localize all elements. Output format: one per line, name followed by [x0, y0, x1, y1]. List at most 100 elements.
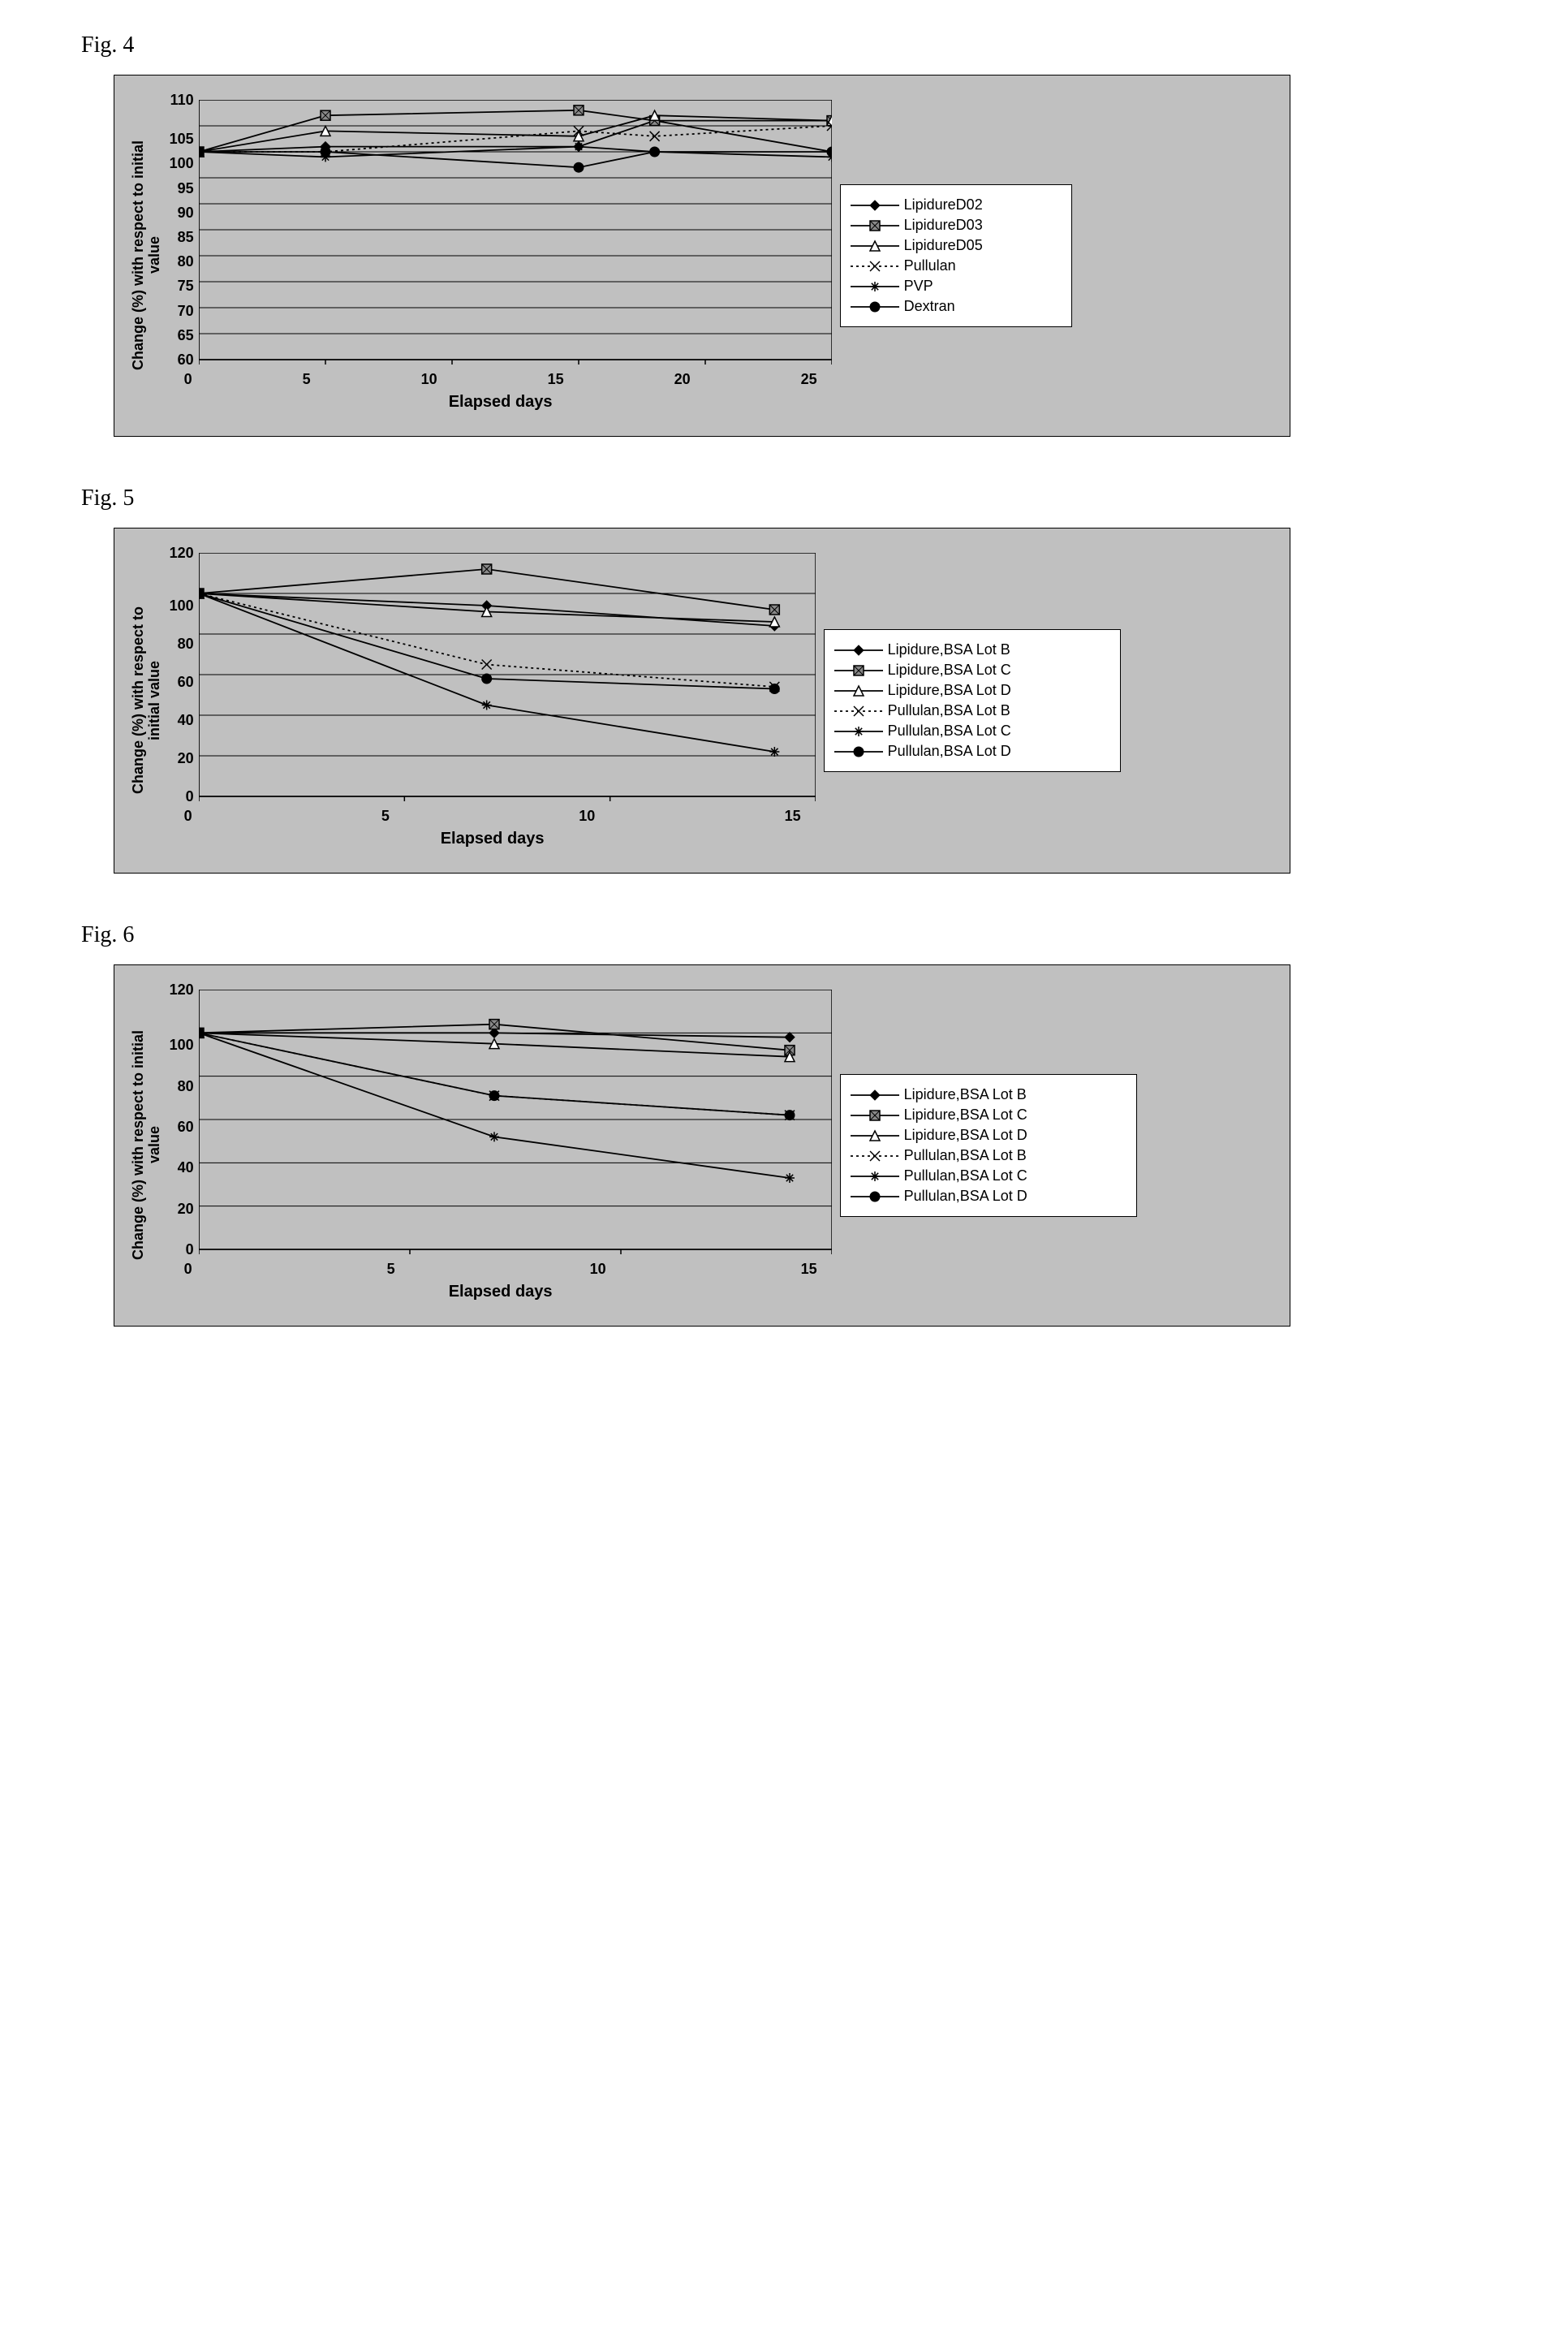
legend-label: LipidureD02	[904, 196, 983, 214]
y-tick-label: 80	[178, 254, 194, 269]
y-tick-label: 100	[170, 1038, 194, 1052]
y-tick-label: 40	[178, 1160, 194, 1175]
x-tick-label: 5	[303, 371, 311, 388]
legend-item: Pullulan,BSA Lot D	[851, 1188, 1126, 1205]
legend-swatch	[851, 259, 899, 274]
y-tick-label: 20	[178, 751, 194, 766]
y-tick-label: 70	[178, 304, 194, 318]
chart-area: Change (%) with respect toinitial value …	[131, 553, 816, 848]
legend-item: LipidureD02	[851, 196, 1062, 214]
legend-item: Dextran	[851, 298, 1062, 315]
chart-panel: Change (%) with respect toinitial value …	[114, 528, 1290, 874]
y-tick-label: 60	[178, 1120, 194, 1134]
x-tick-label: 10	[590, 1261, 606, 1278]
legend-swatch	[834, 724, 883, 739]
x-tick-label: 15	[785, 808, 801, 825]
figure: Fig. 4 Change (%) with respect to initia…	[32, 32, 1536, 437]
y-tick-label: 120	[170, 982, 194, 997]
x-tick-label: 15	[801, 1261, 817, 1278]
chart-plot	[199, 990, 832, 1256]
legend-item: Pullulan	[851, 257, 1062, 274]
legend-item: PVP	[851, 278, 1062, 295]
legend-item: Pullulan,BSA Lot C	[851, 1167, 1126, 1184]
y-tick-label: 80	[178, 636, 194, 651]
legend-swatch	[834, 643, 883, 658]
legend-label: Pullulan,BSA Lot B	[888, 702, 1010, 719]
legend-swatch	[834, 704, 883, 718]
y-tick-label: 110	[170, 93, 194, 107]
legend-item: LipidureD05	[851, 237, 1062, 254]
x-tick-label: 10	[579, 808, 595, 825]
y-tick-label: 40	[178, 713, 194, 727]
y-tick-label: 60	[178, 352, 194, 367]
x-ticks: 0 5 10 15	[184, 1256, 817, 1278]
x-tick-label: 0	[184, 808, 192, 825]
legend-label: LipidureD03	[904, 217, 983, 234]
x-tick-label: 0	[184, 371, 192, 388]
legend-label: Pullulan,BSA Lot C	[904, 1167, 1027, 1184]
legend-swatch	[851, 1128, 899, 1143]
y-tick-label: 90	[178, 205, 194, 220]
legend-label: Dextran	[904, 298, 955, 315]
y-axis-label: Change (%) with respect toinitial value	[131, 606, 163, 794]
legend-swatch	[851, 1088, 899, 1102]
legend-label: Lipidure,BSA Lot B	[904, 1086, 1027, 1103]
legend-label: Pullulan,BSA Lot B	[904, 1147, 1027, 1164]
y-axis-label: Change (%) with respect to initialvalue	[131, 1030, 163, 1260]
legend-label: Lipidure,BSA Lot C	[888, 662, 1011, 679]
y-tick-label: 120	[170, 546, 194, 560]
x-axis-label: Elapsed days	[441, 830, 545, 848]
y-tick-label: 85	[178, 230, 194, 244]
y-ticks: 120100806040200	[170, 553, 199, 796]
y-tick-label: 0	[186, 1242, 194, 1257]
x-tick-label: 20	[674, 371, 691, 388]
figure: Fig. 5 Change (%) with respect toinitial…	[32, 485, 1536, 874]
x-tick-label: 10	[421, 371, 437, 388]
y-tick-label: 80	[178, 1079, 194, 1094]
legend-swatch	[851, 218, 899, 233]
y-tick-label: 20	[178, 1202, 194, 1216]
legend-label: Lipidure,BSA Lot D	[888, 682, 1011, 699]
chart-area: Change (%) with respect to initialvalue …	[131, 990, 832, 1301]
legend: LipidureD02 LipidureD03 LipidureD05 Pull…	[840, 184, 1072, 327]
legend-label: LipidureD05	[904, 237, 983, 254]
x-tick-label: 15	[548, 371, 564, 388]
legend-item: Pullulan,BSA Lot B	[851, 1147, 1126, 1164]
y-axis-label: Change (%) with respect to initialvalue	[131, 140, 163, 370]
y-tick-label: 0	[186, 789, 194, 804]
legend-item: Lipidure,BSA Lot C	[834, 662, 1110, 679]
chart-plot	[199, 553, 816, 803]
x-axis-label: Elapsed days	[449, 393, 553, 412]
legend: Lipidure,BSA Lot B Lipidure,BSA Lot C Li…	[824, 629, 1121, 772]
legend: Lipidure,BSA Lot B Lipidure,BSA Lot C Li…	[840, 1074, 1137, 1217]
legend-swatch	[851, 1108, 899, 1123]
legend-item: Lipidure,BSA Lot D	[851, 1127, 1126, 1144]
legend-item: Pullulan,BSA Lot B	[834, 702, 1110, 719]
legend-swatch	[834, 663, 883, 678]
legend-swatch	[851, 1189, 899, 1204]
y-ticks: 120100806040200	[170, 990, 199, 1249]
legend-item: Lipidure,BSA Lot C	[851, 1107, 1126, 1124]
legend-swatch	[834, 684, 883, 698]
legend-swatch	[851, 198, 899, 213]
y-tick-label: 60	[178, 675, 194, 689]
legend-item: Lipidure,BSA Lot D	[834, 682, 1110, 699]
y-tick-label: 100	[170, 598, 194, 613]
legend-swatch	[851, 1169, 899, 1184]
legend-swatch	[851, 300, 899, 314]
legend-label: Pullulan,BSA Lot C	[888, 723, 1011, 740]
chart-panel: Change (%) with respect to initialvalue …	[114, 75, 1290, 437]
legend-swatch	[851, 1149, 899, 1163]
chart-plot	[199, 100, 832, 366]
y-ticks: 1101051009590858075706560	[170, 100, 199, 360]
figure-label: Fig. 6	[32, 922, 1536, 948]
x-tick-label: 0	[184, 1261, 192, 1278]
x-ticks: 0510152025	[184, 366, 817, 388]
y-tick-label: 100	[170, 156, 194, 170]
legend-label: Lipidure,BSA Lot D	[904, 1127, 1027, 1144]
x-tick-label: 5	[387, 1261, 395, 1278]
x-ticks: 051015	[184, 803, 801, 825]
legend-swatch	[834, 744, 883, 759]
figure-label: Fig. 4	[32, 32, 1536, 58]
legend-label: Pullulan,BSA Lot D	[904, 1188, 1027, 1205]
